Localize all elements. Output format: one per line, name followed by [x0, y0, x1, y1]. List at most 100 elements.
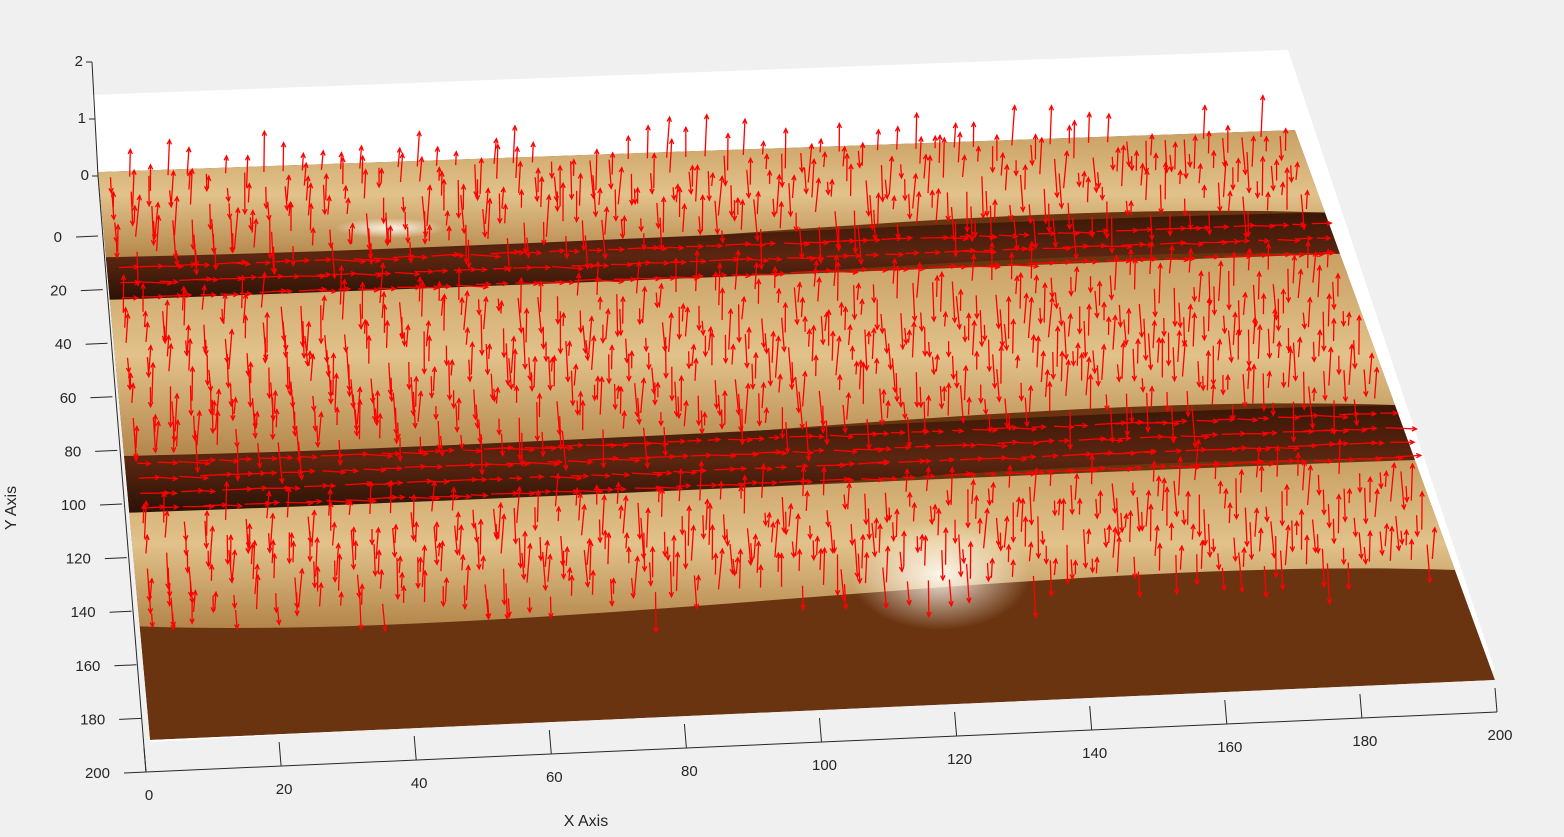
- quiver-arrow: [537, 297, 542, 333]
- quiver-arrowhead: [321, 208, 328, 216]
- quiver-arrowhead: [231, 548, 238, 556]
- quiver-arrowhead: [186, 292, 193, 298]
- quiver-arrowhead: [617, 330, 624, 337]
- quiver-arrowhead: [1321, 345, 1327, 352]
- quiver-arrowhead: [899, 429, 906, 436]
- quiver-arrow: [1188, 248, 1192, 273]
- quiver-arrow: [760, 228, 763, 269]
- quiver-arrowhead: [686, 363, 692, 370]
- quiver-arrowhead: [1050, 230, 1057, 237]
- quiver-arrowhead: [653, 627, 659, 634]
- quiver-arrowhead: [475, 448, 483, 454]
- y-tick-label: 140: [71, 604, 96, 621]
- quiver-arrow: [1400, 471, 1405, 510]
- quiver-arrow: [940, 236, 968, 240]
- quiver-arrowhead: [1058, 202, 1065, 210]
- quiver-arrowhead: [577, 390, 584, 397]
- quiver-arrowhead: [271, 552, 278, 559]
- quiver-field: [108, 94, 1438, 634]
- quiver-arrowhead: [883, 430, 890, 437]
- quiver-arrowhead: [1246, 253, 1253, 260]
- quiver-arrowhead: [810, 324, 817, 331]
- quiver-arrowhead: [1154, 524, 1160, 531]
- quiver-arrowhead: [455, 511, 461, 518]
- quiver-arrowhead: [463, 258, 469, 265]
- quiver-arrow: [292, 541, 295, 563]
- quiver-arrow: [1343, 370, 1347, 402]
- quiver-arrow: [461, 555, 464, 571]
- quiver-arrow: [1277, 238, 1300, 242]
- quiver-arrowhead: [247, 401, 253, 408]
- quiver-arrow: [266, 491, 270, 519]
- quiver-arrowhead: [690, 524, 697, 531]
- quiver-arrowhead: [808, 142, 815, 150]
- quiver-arrow: [328, 489, 332, 516]
- quiver-arrow: [316, 273, 331, 276]
- quiver-arrow: [1028, 204, 1032, 223]
- quiver-arrowhead: [212, 264, 219, 271]
- quiver-arrow: [979, 235, 997, 238]
- quiver-arrowhead: [538, 555, 544, 562]
- quiver-arrow: [1373, 367, 1378, 399]
- y-tick-mark: [104, 557, 127, 560]
- quiver-arrowhead: [942, 310, 949, 318]
- quiver-arrow: [1237, 158, 1240, 182]
- quiver-arrowhead: [1315, 547, 1321, 555]
- quiver-arrowhead: [883, 460, 890, 466]
- quiver-arrow: [728, 438, 752, 441]
- quiver-arrowhead: [262, 357, 268, 364]
- quiver-arrowhead: [1136, 465, 1143, 471]
- quiver-arrow: [1120, 243, 1145, 247]
- quiver-arrowhead: [397, 555, 403, 562]
- quiver-arrowhead: [114, 252, 120, 260]
- quiver-arrowhead: [836, 245, 842, 252]
- quiver-arrow: [734, 379, 740, 415]
- quiver-arrowhead: [918, 325, 925, 333]
- surface-channel-band: [105, 212, 1340, 301]
- quiver-arrow: [1197, 361, 1200, 387]
- quiver-arrow: [166, 552, 169, 589]
- quiver-arrow: [1037, 440, 1054, 443]
- quiver-arrow: [632, 472, 662, 476]
- quiver-arrow: [778, 374, 782, 393]
- quiver-arrowhead: [938, 403, 945, 410]
- quiver-arrow: [710, 454, 736, 457]
- quiver-arrowhead: [696, 437, 703, 444]
- quiver-arrowhead: [1316, 489, 1322, 496]
- quiver-arrow: [1066, 260, 1089, 263]
- quiver-arrowhead: [1106, 523, 1112, 531]
- quiver-arrowhead: [174, 392, 180, 399]
- quiver-arrowhead: [927, 154, 933, 161]
- quiver-arrowhead: [196, 409, 203, 417]
- quiver-arrowhead: [405, 237, 411, 244]
- quiver-arrow: [463, 449, 481, 452]
- quiver-arrowhead: [1213, 254, 1220, 260]
- quiver-arrowhead: [907, 491, 913, 498]
- quiver-arrowhead: [887, 364, 894, 371]
- quiver-arrowhead: [901, 530, 907, 537]
- quiver-arrowhead: [325, 257, 333, 263]
- quiver-arrow: [767, 512, 771, 528]
- quiver-arrow: [630, 578, 635, 598]
- y-tick-mark: [114, 664, 137, 667]
- quiver-arrow: [483, 297, 487, 330]
- quiver-arrow: [479, 519, 482, 555]
- quiver-arrow: [1049, 470, 1052, 486]
- quiver-arrowhead: [980, 212, 986, 220]
- quiver-arrow: [353, 258, 381, 262]
- quiver-arrowhead: [441, 178, 447, 185]
- quiver-arrowhead: [352, 539, 359, 547]
- quiver-arrowhead: [1100, 435, 1107, 442]
- quiver-arrowhead: [787, 211, 794, 218]
- quiver-arrowhead: [582, 473, 590, 479]
- quiver-arrow: [495, 387, 499, 404]
- quiver-arrowhead: [1409, 462, 1416, 469]
- quiver-arrowhead: [151, 233, 158, 241]
- quiver-arrowhead: [543, 356, 549, 363]
- quiver-arrow: [729, 543, 734, 574]
- quiver-arrow: [950, 207, 955, 240]
- quiver-arrowhead: [629, 350, 635, 357]
- quiver-arrowhead: [347, 499, 354, 506]
- quiver-arrow: [1029, 486, 1033, 525]
- quiver-arrowhead: [762, 520, 769, 527]
